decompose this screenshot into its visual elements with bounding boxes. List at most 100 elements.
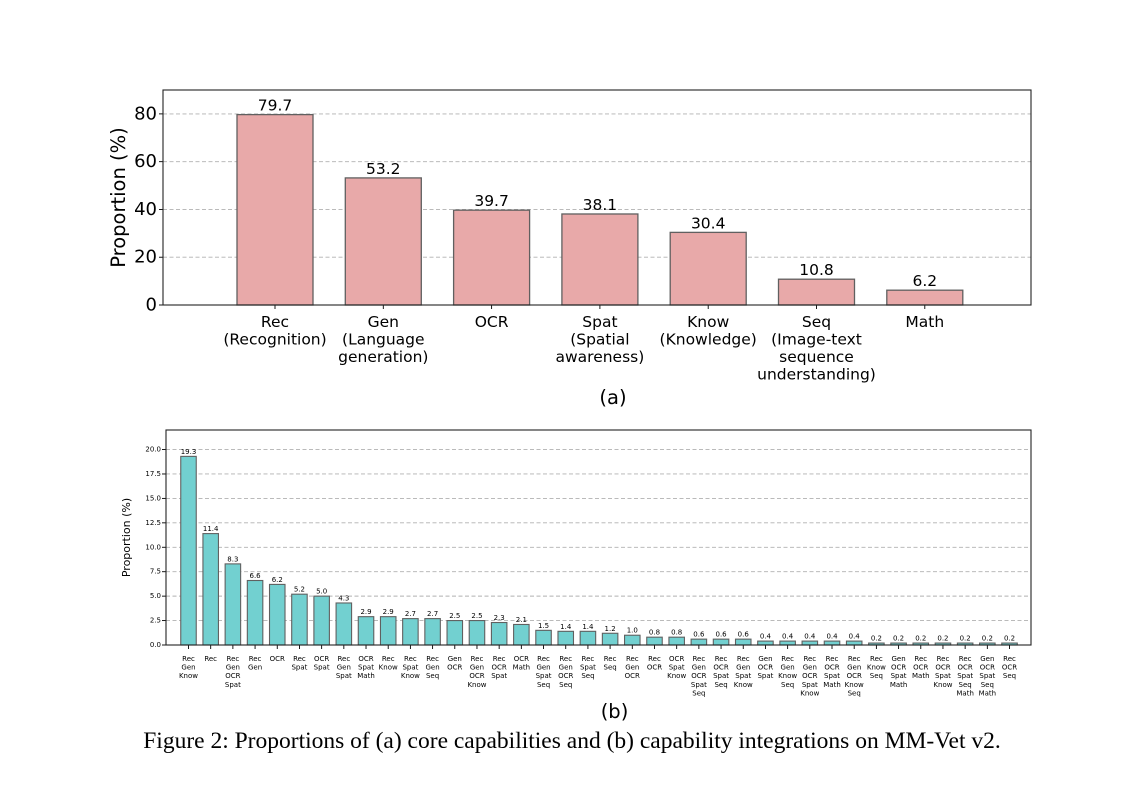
x-tick-label-line: Rec <box>715 655 728 663</box>
x-tick-label-line: Rec <box>626 655 639 663</box>
x-tick-label-line: Know <box>179 672 198 680</box>
x-tick-label-line: Seq <box>559 681 572 689</box>
bar-value-label: 2.7 <box>405 610 416 618</box>
x-tick-label-line: Math <box>890 681 908 689</box>
x-tick-label-line: Seq <box>870 672 883 680</box>
x-tick-label-line: Rec <box>914 655 927 663</box>
bar-value-label: 0.6 <box>693 631 705 639</box>
x-tick-label-line: Spat <box>713 672 729 680</box>
x-tick-label-line: Gen <box>781 664 795 672</box>
x-tick-label-line: Spat <box>957 672 973 680</box>
x-tick-label-line: Spat <box>691 681 707 689</box>
x-tick-label-line: Spat <box>757 672 773 680</box>
bar <box>313 595 330 646</box>
x-tick-label-line: Rec <box>293 655 306 663</box>
bar-value-label: 5.0 <box>316 588 327 596</box>
x-tick-label-line: Rec <box>227 655 240 663</box>
bar <box>535 629 552 646</box>
x-tick-label-line: OCR <box>935 664 950 672</box>
x-tick-label-line: Spat <box>669 664 685 672</box>
bar <box>402 618 419 646</box>
x-tick-label-line: Rec <box>182 655 195 663</box>
x-tick-label-line: Gen <box>625 664 639 672</box>
bar-value-label: 79.7 <box>258 97 293 115</box>
x-tick-label-line: Spat <box>402 664 418 672</box>
x-tick-label-line: sequence <box>779 348 854 366</box>
bar <box>446 620 464 646</box>
x-tick-label: Gen (Language generation) <box>338 313 428 366</box>
x-tick-label-line: Rec <box>604 655 617 663</box>
x-tick-label-line: OCR <box>469 672 484 680</box>
x-tick-label-line: (Recognition) <box>223 331 326 349</box>
x-tick-label-line: OCR <box>475 313 509 331</box>
x-tick-label-line: awareness) <box>555 348 644 366</box>
bar <box>561 213 639 306</box>
x-tick-label-line: (Image-text <box>771 331 862 349</box>
x-tick-label-line: Math <box>979 689 997 697</box>
x-tick-label-line: OCR <box>958 664 973 672</box>
x-tick-label-line: Gen <box>891 655 905 663</box>
x-tick-label-line: OCR <box>913 664 928 672</box>
x-tick-label-line: (Spatial <box>570 331 629 349</box>
x-tick-label: Know (Knowledge) <box>660 313 757 349</box>
x-tick-label-line: Gen <box>248 664 262 672</box>
x-tick-label-line: Know <box>800 689 819 697</box>
bar <box>690 638 708 646</box>
x-tick-label: OCR Math <box>513 655 531 672</box>
x-tick-label-line: Rec <box>803 655 816 663</box>
x-tick-label-line: Know <box>867 664 886 672</box>
bar-value-label: 1.4 <box>582 623 594 631</box>
bar <box>777 278 856 306</box>
x-tick-label-line: Rec <box>204 655 217 663</box>
bar <box>646 636 663 646</box>
x-tick-label-line: Seq <box>959 681 972 689</box>
x-tick-label: OCR Spat <box>314 655 330 672</box>
bar <box>779 640 796 646</box>
x-tick-label: Rec Know <box>379 655 398 672</box>
x-tick-label-line: Gen <box>536 664 550 672</box>
x-tick-label-line: Spat <box>314 664 330 672</box>
x-tick-label: Rec Gen <box>248 655 262 672</box>
x-tick-label-line: Seq <box>426 672 439 680</box>
x-tick-label-line: Spat <box>935 672 951 680</box>
y-axis-label: Proportion (%) <box>120 498 133 577</box>
x-tick-label-line: Know <box>379 664 398 672</box>
x-tick-label: Rec OCR Spat <box>491 655 507 680</box>
bar-value-label: 2.1 <box>516 616 527 624</box>
bar-value-label: 0.4 <box>826 633 838 641</box>
x-tick-label: Seq (Image-text sequence understanding) <box>757 313 876 384</box>
y-tick-label: 2.5 <box>150 617 161 625</box>
x-tick-label-line: Rec <box>937 655 950 663</box>
x-tick-label: Gen OCR Spat <box>757 655 773 680</box>
y-tick-label: 20 <box>134 247 157 268</box>
y-tick-label: 80 <box>134 103 157 124</box>
bar-value-label: 38.1 <box>583 196 618 214</box>
x-tick-label: Rec Gen OCR Spat Seq <box>691 655 707 697</box>
x-tick-label-line: Seq <box>692 689 705 697</box>
x-tick-label-line: Gen <box>426 664 440 672</box>
x-tick-label-line: Math <box>823 681 841 689</box>
bar-value-label: 1.0 <box>627 627 638 635</box>
x-tick-label-line: OCR <box>691 672 706 680</box>
panel-label: (a) <box>599 386 626 409</box>
x-tick-label-line: Rec <box>826 655 839 663</box>
bar <box>579 630 597 646</box>
chart-b-capability-integrations: 0.0 2.5 5.0 7.5 10.0 12.5 15.0 17.5 20.0 Proporti… <box>120 429 1032 723</box>
y-tick-label: 15.0 <box>145 494 161 502</box>
bar <box>668 636 685 646</box>
x-tick-label: Rec Know Seq <box>867 655 886 680</box>
panel-label: (b) <box>601 700 629 723</box>
x-tick-label: Rec OCR Spat Seq Math <box>956 655 974 697</box>
bar-value-label: 4.3 <box>338 594 349 602</box>
x-tick-label-line: OCR <box>891 664 906 672</box>
x-tick-label-line: Seq <box>981 681 994 689</box>
x-tick-label-line: (Language <box>342 331 425 349</box>
bar-value-label: 5.2 <box>294 586 305 594</box>
x-tick-label-line: OCR <box>225 672 240 680</box>
x-tick-label: Gen OCR Spat Math <box>890 655 908 689</box>
x-tick-label-line: Spat <box>491 672 507 680</box>
bar-value-label: 1.4 <box>560 623 572 631</box>
x-tick-label-line: Rec <box>493 655 506 663</box>
x-tick-label-line: Spat <box>580 664 596 672</box>
